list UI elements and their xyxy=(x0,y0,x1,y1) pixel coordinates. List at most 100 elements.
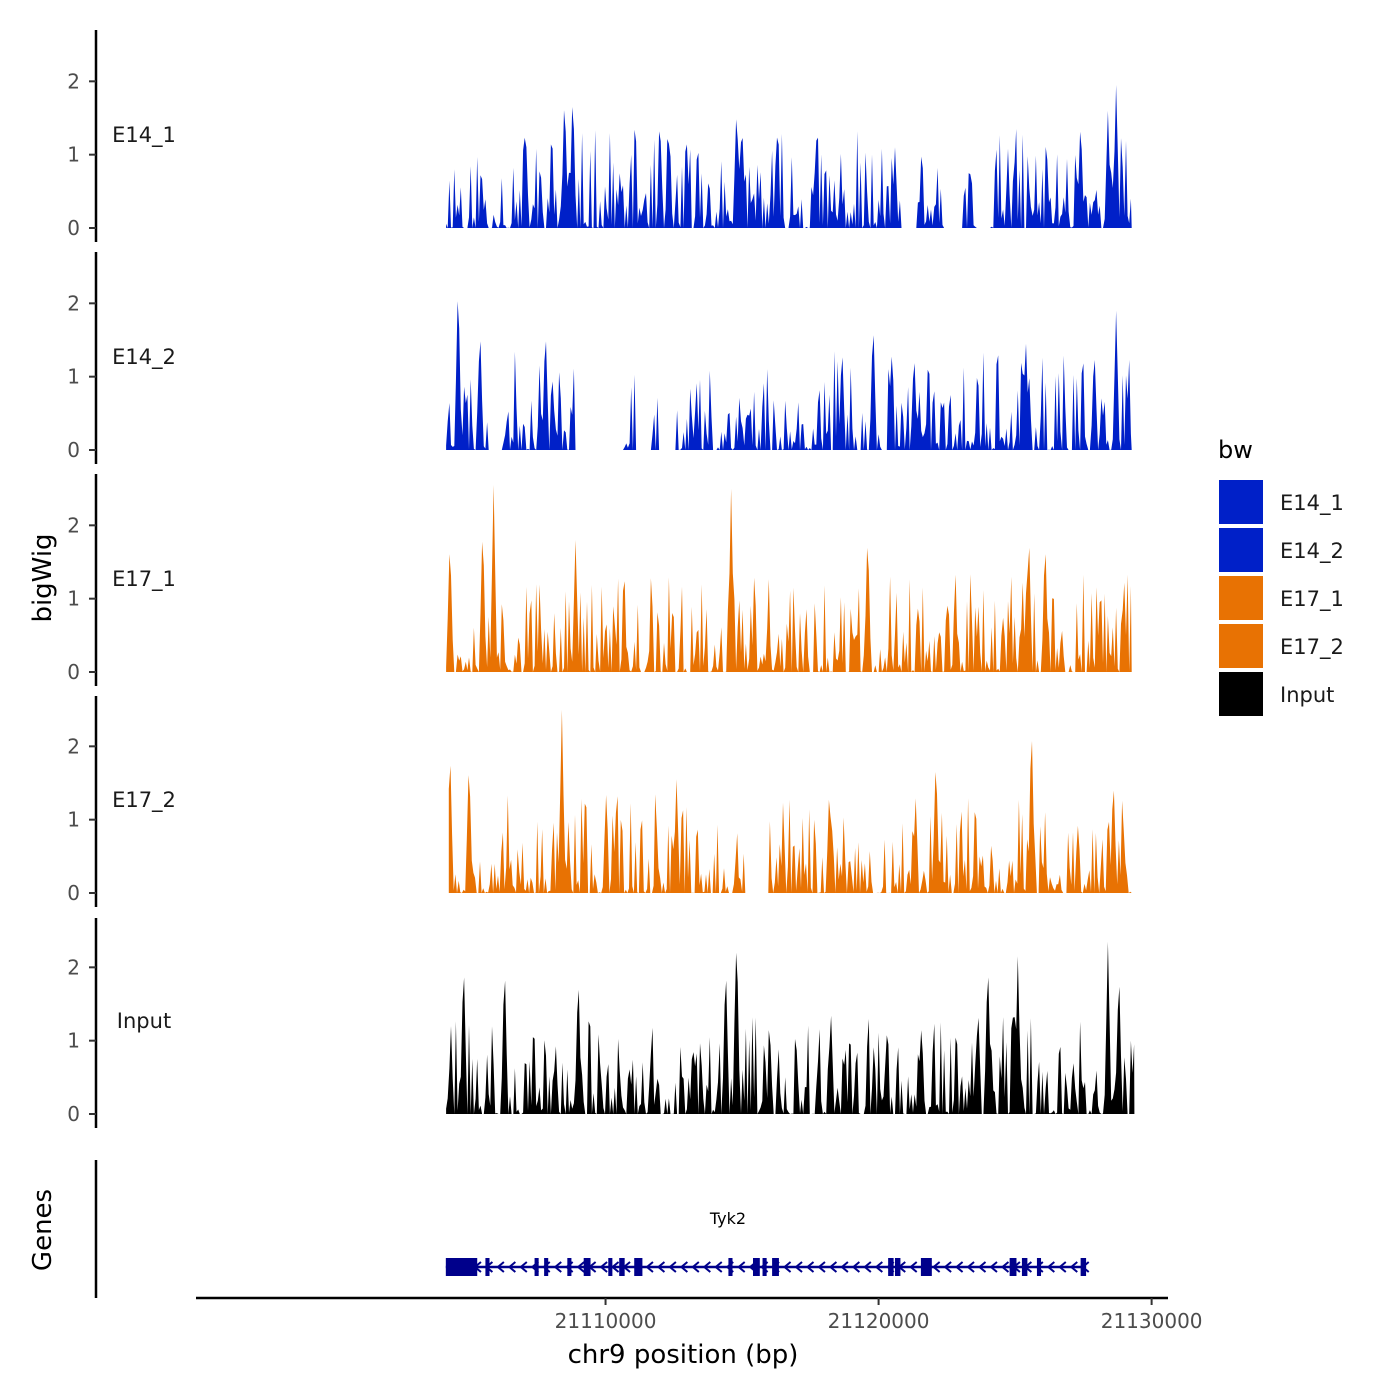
exon xyxy=(1021,1258,1028,1276)
signal-area-e14-1 xyxy=(446,85,1132,228)
legend-swatch xyxy=(1219,528,1263,572)
strand-arrow xyxy=(909,1261,918,1273)
strand-arrow xyxy=(805,1261,815,1273)
strand-arrow xyxy=(932,1261,941,1273)
signal-area-e17-1 xyxy=(446,485,1132,672)
strand-arrow xyxy=(702,1261,711,1273)
strand-arrow xyxy=(656,1261,666,1273)
strand-arrow xyxy=(553,1261,562,1273)
y-tick-label: 2 xyxy=(67,513,80,537)
gene-track: Tyk2 xyxy=(94,1160,1090,1298)
exon xyxy=(619,1258,625,1276)
strand-arrow xyxy=(691,1261,700,1273)
strand-arrow xyxy=(851,1261,861,1273)
legend-swatch xyxy=(1219,672,1263,716)
legend-item-input: Input xyxy=(1219,672,1334,716)
strand-arrow xyxy=(1069,1261,1078,1273)
track-label: E17_2 xyxy=(112,788,176,813)
x-axis: 21110000 21120000 21130000 xyxy=(196,1296,1203,1333)
strand-arrow xyxy=(519,1261,528,1273)
legend-item-e17-1: E17_1 xyxy=(1219,576,1344,620)
y-tick-label: 2 xyxy=(67,69,80,93)
strand-arrow xyxy=(783,1261,792,1273)
exon xyxy=(634,1258,643,1276)
strand-arrow xyxy=(817,1261,826,1273)
gene-tyk2: Tyk2 xyxy=(445,1209,1090,1276)
y-tick-label: 0 xyxy=(67,1102,80,1126)
y-tick-label: 2 xyxy=(67,955,80,979)
strand-arrow xyxy=(977,1261,987,1273)
legend: bw E14_1 E14_2 E17_1 E17_2 Input xyxy=(1218,436,1344,716)
genes-axis-title: Genes xyxy=(28,1189,58,1271)
exon xyxy=(567,1258,572,1276)
strand-arrow xyxy=(599,1261,608,1273)
y-axis-title: bigWig xyxy=(28,533,58,622)
strand-arrow xyxy=(507,1261,516,1273)
exon xyxy=(445,1258,478,1276)
exon xyxy=(894,1258,901,1276)
legend-swatch xyxy=(1219,624,1263,668)
exon xyxy=(1036,1258,1042,1276)
legend-item-e17-2: E17_2 xyxy=(1219,624,1344,668)
x-tick-label: 21110000 xyxy=(555,1309,657,1333)
strand-arrow xyxy=(496,1261,505,1273)
strand-arrow xyxy=(840,1261,849,1273)
strand-arrow xyxy=(1046,1261,1055,1273)
legend-title: bw xyxy=(1218,436,1253,464)
exon xyxy=(1080,1258,1087,1276)
exon xyxy=(752,1258,760,1276)
track-e17-2: 0 1 2 E17_2 xyxy=(67,696,1132,907)
track-e14-2: 0 1 2 E14_2 xyxy=(67,252,1132,464)
track-label: E14_2 xyxy=(112,345,176,370)
strand-arrow xyxy=(828,1261,838,1273)
strand-arrow xyxy=(576,1261,585,1273)
strand-arrow xyxy=(1000,1261,1010,1273)
gene-name-label: Tyk2 xyxy=(709,1209,746,1228)
legend-label: E14_1 xyxy=(1280,491,1344,516)
strand-arrow xyxy=(966,1261,975,1273)
x-tick-label: 21120000 xyxy=(828,1309,930,1333)
signal-area-e17-2 xyxy=(448,709,1132,893)
y-tick-label: 1 xyxy=(67,808,80,832)
strand-arrow xyxy=(737,1261,746,1273)
y-tick-label: 0 xyxy=(67,216,80,240)
strand-arrow xyxy=(610,1261,620,1273)
legend-label: E14_2 xyxy=(1280,539,1344,564)
track-label: E14_1 xyxy=(112,123,176,148)
exon xyxy=(762,1258,767,1276)
strand-arrow xyxy=(874,1261,883,1273)
strand-arrow xyxy=(645,1261,654,1273)
strand-arrow xyxy=(955,1261,964,1273)
y-tick-label: 1 xyxy=(67,587,80,611)
legend-label: E17_1 xyxy=(1280,587,1344,612)
track-label: Input xyxy=(117,1009,171,1033)
signal-area-e14-2 xyxy=(446,301,1132,450)
track-e14-1: 0 1 2 E14_1 xyxy=(67,30,1132,242)
exon xyxy=(772,1258,779,1276)
track-e17-1: 0 1 2 E17_1 xyxy=(67,474,1132,686)
legend-item-e14-2: E14_2 xyxy=(1219,528,1344,572)
exon xyxy=(583,1258,591,1276)
x-axis-title: chr9 position (bp) xyxy=(568,1340,799,1370)
signal-area-input xyxy=(446,941,1135,1114)
legend-label: Input xyxy=(1280,683,1334,707)
exon xyxy=(728,1258,733,1276)
track-input: 0 1 2 Input xyxy=(67,918,1135,1128)
y-tick-label: 0 xyxy=(67,881,80,905)
strand-arrow xyxy=(714,1261,723,1273)
strand-arrow xyxy=(1058,1261,1067,1273)
exon xyxy=(920,1258,932,1276)
legend-item-e14-1: E14_1 xyxy=(1219,480,1344,524)
exon xyxy=(608,1258,613,1276)
exon xyxy=(888,1258,894,1276)
exon xyxy=(534,1258,539,1276)
strand-arrow xyxy=(863,1261,872,1273)
strand-arrow xyxy=(989,1261,998,1273)
legend-swatch xyxy=(1219,576,1263,620)
y-tick-label: 2 xyxy=(67,291,80,315)
y-tick-label: 1 xyxy=(67,1029,80,1053)
legend-swatch xyxy=(1219,480,1263,524)
strand-arrow xyxy=(794,1261,803,1273)
track-label: E17_1 xyxy=(112,567,176,592)
